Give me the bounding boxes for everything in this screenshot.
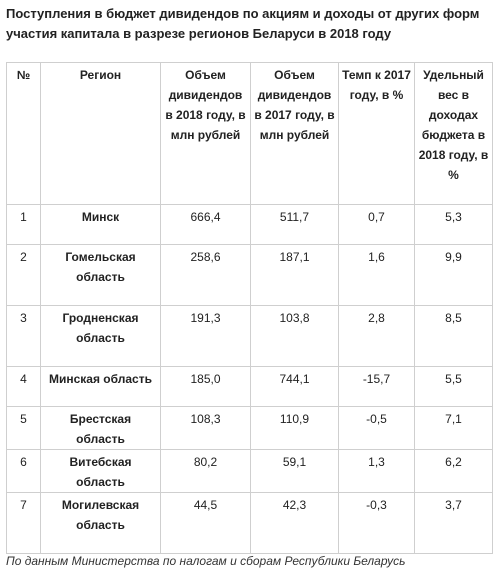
column-header-region: Регион xyxy=(40,62,161,205)
cell-growth-rate: 1,6 xyxy=(338,244,415,306)
cell-growth-rate: 0,7 xyxy=(338,204,415,245)
cell-dividends-2017: 42,3 xyxy=(250,492,339,554)
cell-region: Гомельская область xyxy=(40,244,161,306)
cell-dividends-2017: 511,7 xyxy=(250,204,339,245)
cell-dividends-2018: 80,2 xyxy=(160,449,251,493)
cell-budget-share: 6,2 xyxy=(414,449,493,493)
cell-region: Минская область xyxy=(40,366,161,407)
column-header-number: № xyxy=(6,62,41,205)
cell-growth-rate: -0,5 xyxy=(338,406,415,450)
cell-dividends-2017: 103,8 xyxy=(250,305,339,367)
table-row: 3 Гродненская область 191,3 103,8 2,8 8,… xyxy=(6,305,493,367)
cell-number: 7 xyxy=(6,492,41,554)
cell-growth-rate: 1,3 xyxy=(338,449,415,493)
table-row: 4 Минская область 185,0 744,1 -15,7 5,5 xyxy=(6,366,493,407)
cell-number: 5 xyxy=(6,406,41,450)
cell-budget-share: 7,1 xyxy=(414,406,493,450)
source-note: По данным Министерства по налогам и сбор… xyxy=(6,554,406,568)
column-header-growth-rate: Темп к 2017 году, в % xyxy=(338,62,415,205)
table-header-row: № Регион Объем дивидендов в 2018 году, в… xyxy=(6,62,493,205)
cell-dividends-2017: 187,1 xyxy=(250,244,339,306)
table-row: 5 Брестская область 108,3 110,9 -0,5 7,1 xyxy=(6,406,493,450)
cell-dividends-2017: 110,9 xyxy=(250,406,339,450)
cell-budget-share: 5,3 xyxy=(414,204,493,245)
cell-budget-share: 8,5 xyxy=(414,305,493,367)
table-row: 1 Минск 666,4 511,7 0,7 5,3 xyxy=(6,204,493,245)
column-header-dividends-2017: Объем дивидендов в 2017 году, в млн рубл… xyxy=(250,62,339,205)
cell-growth-rate: 2,8 xyxy=(338,305,415,367)
cell-number: 2 xyxy=(6,244,41,306)
cell-region: Могилевская область xyxy=(40,492,161,554)
table-row: 2 Гомельская область 258,6 187,1 1,6 9,9 xyxy=(6,244,493,306)
cell-budget-share: 5,5 xyxy=(414,366,493,407)
cell-number: 4 xyxy=(6,366,41,407)
column-header-dividends-2018: Объем дивидендов в 2018 году, в млн рубл… xyxy=(160,62,251,205)
column-header-budget-share: Удельный вес в доходах бюджета в 2018 го… xyxy=(414,62,493,205)
cell-dividends-2017: 744,1 xyxy=(250,366,339,407)
cell-number: 6 xyxy=(6,449,41,493)
cell-region: Минск xyxy=(40,204,161,245)
cell-number: 1 xyxy=(6,204,41,245)
cell-region: Брестская область xyxy=(40,406,161,450)
cell-region: Гродненская область xyxy=(40,305,161,367)
cell-dividends-2018: 108,3 xyxy=(160,406,251,450)
table-row: 6 Витебская область 80,2 59,1 1,3 6,2 xyxy=(6,449,493,493)
cell-budget-share: 9,9 xyxy=(414,244,493,306)
cell-dividends-2018: 44,5 xyxy=(160,492,251,554)
cell-dividends-2018: 258,6 xyxy=(160,244,251,306)
cell-growth-rate: -15,7 xyxy=(338,366,415,407)
cell-budget-share: 3,7 xyxy=(414,492,493,554)
cell-growth-rate: -0,3 xyxy=(338,492,415,554)
cell-dividends-2018: 191,3 xyxy=(160,305,251,367)
cell-number: 3 xyxy=(6,305,41,367)
cell-region: Витебская область xyxy=(40,449,161,493)
page-title: Поступления в бюджет дивидендов по акция… xyxy=(6,6,480,41)
table-row: 7 Могилевская область 44,5 42,3 -0,3 3,7 xyxy=(6,492,493,554)
dividends-table: № Регион Объем дивидендов в 2018 году, в… xyxy=(6,62,493,554)
cell-dividends-2017: 59,1 xyxy=(250,449,339,493)
cell-dividends-2018: 185,0 xyxy=(160,366,251,407)
cell-dividends-2018: 666,4 xyxy=(160,204,251,245)
